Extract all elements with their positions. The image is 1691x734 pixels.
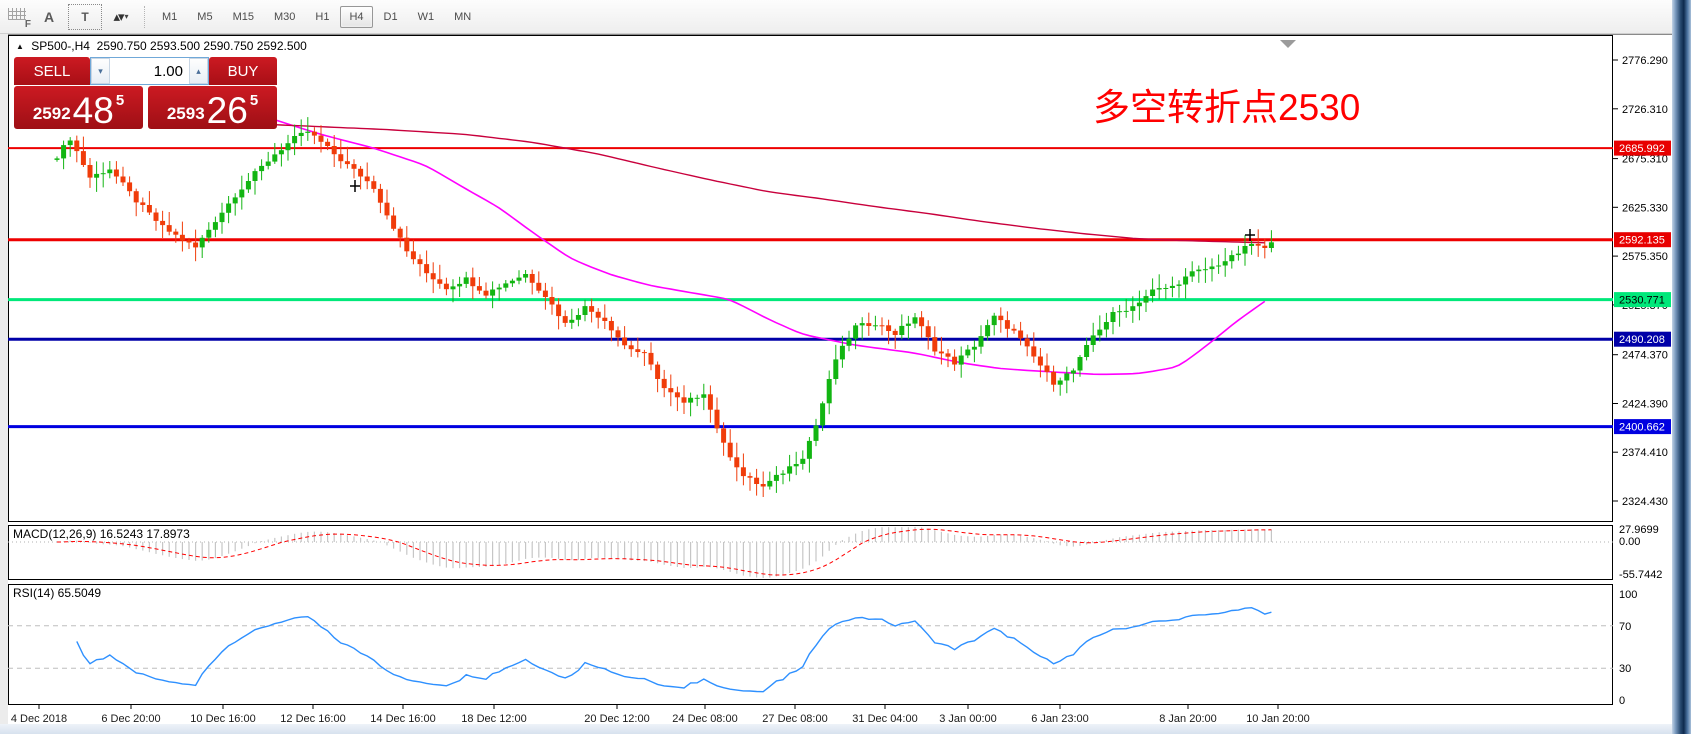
tf-button-d1[interactable]: D1 xyxy=(383,10,398,23)
symbol-period-label: SP500-,H4 xyxy=(31,39,90,53)
collapse-triangle-icon[interactable]: ▲ xyxy=(16,42,24,51)
tf-button-h4-active[interactable]: H4 xyxy=(340,5,373,28)
svg-text:14 Dec 16:00: 14 Dec 16:00 xyxy=(370,713,435,725)
svg-text:12 Dec 16:00: 12 Dec 16:00 xyxy=(280,713,345,725)
svg-text:27 Dec 08:00: 27 Dec 08:00 xyxy=(762,713,827,725)
tf-button-h1[interactable]: H1 xyxy=(315,10,330,23)
ohlc-values: 2590.750 2593.500 2590.750 2592.500 xyxy=(96,39,307,53)
macd-indicator xyxy=(8,527,1613,578)
sell-price-pip: 5 xyxy=(115,92,125,109)
svg-text:18 Dec 12:00: 18 Dec 12:00 xyxy=(461,713,526,725)
text-label-icon[interactable]: A xyxy=(43,8,55,25)
cross-marker-icon xyxy=(1245,229,1255,241)
svg-text:-55.7442: -55.7442 xyxy=(1619,569,1662,581)
volume-decrease-button[interactable]: ▾ xyxy=(91,58,110,84)
price-axis: 2776.290 2726.310 2675.310 2625.330 2575.350… xyxy=(1613,55,1671,707)
macd-label: MACD(12,26,9) 16.5243 17.8973 xyxy=(13,527,190,541)
tf-button-w1[interactable]: W1 xyxy=(417,10,435,23)
scroll-to-end-icon xyxy=(1280,40,1296,48)
top-toolbar: F A T ▴▾ ▾ M1 M5 M15 M30 H1 H4 D1 W1 MN xyxy=(0,0,1672,34)
svg-text:3 Jan 00:00: 3 Jan 00:00 xyxy=(939,713,997,725)
volume-stepper: ▾ ▴ xyxy=(90,57,209,85)
svg-text:8 Jan 20:00: 8 Jan 20:00 xyxy=(1159,713,1217,725)
candles-layer xyxy=(54,117,1274,497)
svg-text:2424.390: 2424.390 xyxy=(1622,399,1668,411)
sell-price-stem: 2592 xyxy=(32,104,71,123)
svg-text:70: 70 xyxy=(1619,621,1631,633)
svg-text:6 Jan 23:00: 6 Jan 23:00 xyxy=(1031,713,1089,725)
buy-button[interactable]: BUY xyxy=(209,57,277,85)
svg-text:2592.135: 2592.135 xyxy=(1619,235,1665,247)
rsi-label: RSI(14) 65.5049 xyxy=(13,586,102,600)
window-bottom-edge xyxy=(0,724,1672,734)
volume-increase-button[interactable]: ▴ xyxy=(189,58,208,84)
rsi-indicator xyxy=(8,606,1613,693)
svg-text:31 Dec 04:00: 31 Dec 04:00 xyxy=(852,713,917,725)
horizontal-lines xyxy=(8,147,1613,429)
buy-price-pip: 5 xyxy=(249,92,259,109)
svg-text:20 Dec 12:00: 20 Dec 12:00 xyxy=(584,713,649,725)
price-chart-svg[interactable]: 2776.290 2726.310 2675.310 2625.330 2575.350… xyxy=(8,35,1672,725)
svg-text:2685.992: 2685.992 xyxy=(1619,143,1665,155)
svg-text:2474.370: 2474.370 xyxy=(1622,350,1668,362)
buy-price-button[interactable]: 2593 26 5 xyxy=(148,86,277,129)
grid-f-icon[interactable]: F xyxy=(8,7,31,30)
svg-text:2575.350: 2575.350 xyxy=(1622,251,1668,263)
one-click-trade-panel: SELL ▾ ▴ BUY 2592 48 5 2593 26 5 xyxy=(14,57,277,129)
text-box-icon[interactable]: T xyxy=(68,3,102,30)
svg-text:24 Dec 08:00: 24 Dec 08:00 xyxy=(672,713,737,725)
svg-text:2726.310: 2726.310 xyxy=(1622,104,1668,116)
svg-text:2374.410: 2374.410 xyxy=(1622,447,1668,459)
tf-button-mn[interactable]: MN xyxy=(454,10,472,23)
moving-average-lines xyxy=(274,119,1266,376)
cross-marker-icon xyxy=(350,180,360,192)
svg-text:10 Jan 20:00: 10 Jan 20:00 xyxy=(1246,713,1310,725)
toolbar-separator xyxy=(144,5,146,28)
chart-markers xyxy=(350,40,1296,241)
sell-price-big: 48 xyxy=(72,89,114,131)
svg-text:2530.771: 2530.771 xyxy=(1619,295,1665,307)
date-axis: 4 Dec 2018 6 Dec 20:00 10 Dec 16:00 12 Dec … xyxy=(11,704,1310,725)
volume-input[interactable] xyxy=(110,58,189,84)
svg-text:0.00: 0.00 xyxy=(1619,536,1640,548)
buy-price-stem: 2593 xyxy=(166,104,205,123)
svg-text:0: 0 xyxy=(1619,695,1625,707)
sell-price-button[interactable]: 2592 48 5 xyxy=(14,86,143,129)
window-right-edge xyxy=(1672,0,1691,734)
svg-text:2675.310: 2675.310 xyxy=(1622,154,1668,166)
chart-annotation-text: 多空转折点2530 xyxy=(1093,87,1361,128)
svg-text:30: 30 xyxy=(1619,663,1631,675)
chart-window: ▲ SP500-,H4 2590.750 2593.500 2590.750 2… xyxy=(8,34,1672,725)
sell-button[interactable]: SELL xyxy=(14,57,90,85)
svg-text:2324.430: 2324.430 xyxy=(1622,496,1668,508)
svg-text:4 Dec 2018: 4 Dec 2018 xyxy=(11,713,67,725)
tf-button-m15[interactable]: M15 xyxy=(232,10,254,23)
chart-title: ▲ SP500-,H4 2590.750 2593.500 2590.750 2… xyxy=(16,39,307,53)
svg-text:2776.290: 2776.290 xyxy=(1622,55,1668,67)
pane-borders xyxy=(8,35,1613,705)
svg-text:27.9699: 27.9699 xyxy=(1619,524,1659,536)
svg-text:2490.208: 2490.208 xyxy=(1619,334,1665,346)
cycles-glyph: ▴▾ xyxy=(113,8,124,24)
tf-button-m1[interactable]: M1 xyxy=(162,10,178,23)
buy-price-big: 26 xyxy=(206,89,248,131)
tf-button-m30[interactable]: M30 xyxy=(273,10,296,23)
line-studies-icon[interactable]: ▴▾ ▾ xyxy=(108,5,134,29)
tf-button-m5[interactable]: M5 xyxy=(197,10,213,23)
svg-text:6 Dec 20:00: 6 Dec 20:00 xyxy=(101,713,160,725)
svg-text:2625.330: 2625.330 xyxy=(1622,202,1668,214)
svg-text:2400.662: 2400.662 xyxy=(1619,422,1665,434)
svg-text:100: 100 xyxy=(1619,589,1637,601)
dropdown-caret-icon[interactable]: ▾ xyxy=(124,12,129,21)
svg-text:10 Dec 16:00: 10 Dec 16:00 xyxy=(190,713,255,725)
